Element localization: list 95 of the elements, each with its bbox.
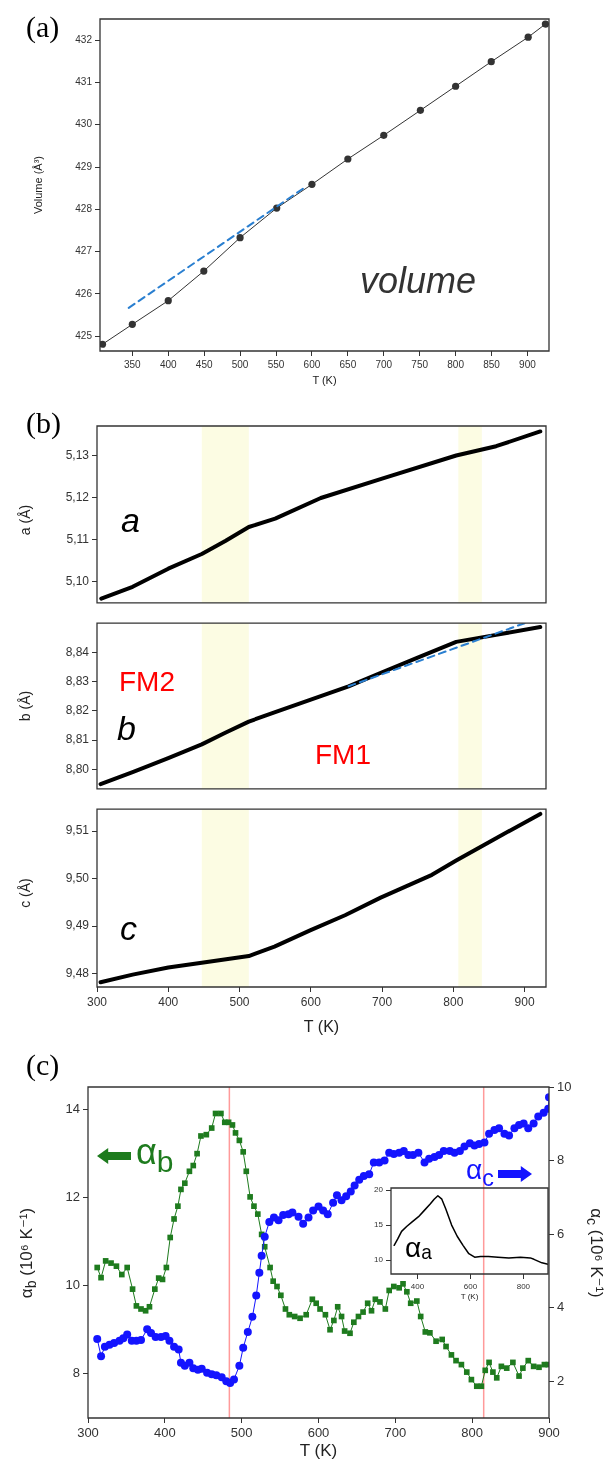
x-tick-label: 900: [514, 994, 535, 1009]
x-tick-label: 750: [411, 358, 429, 370]
x-tick-label: 350: [123, 358, 142, 370]
y-tick-label: 432: [75, 33, 93, 45]
x-tick-label: 600: [463, 1282, 478, 1291]
x-tick-label: 900: [538, 1425, 560, 1441]
text: volume: [360, 260, 477, 301]
legend-label: α$_{b}$: [136, 1131, 174, 1179]
y2-tick-label: 4: [557, 1299, 565, 1315]
y-tick-label: 12: [65, 1188, 80, 1204]
x-tick-label: 800: [461, 1425, 484, 1441]
y-tick-label: 10: [374, 1255, 384, 1265]
point: [541, 20, 549, 28]
x-tick-label: 800: [516, 1282, 531, 1291]
x-tick-label: 300: [77, 1425, 99, 1441]
y-tick-label: 5,12: [65, 489, 90, 504]
y-tick-label: 8,81: [65, 732, 90, 747]
x-axis-title: T (K): [460, 1292, 479, 1301]
y2-tick-label: 6: [557, 1225, 565, 1241]
point: [100, 340, 107, 348]
point: [308, 180, 316, 188]
y-tick-label: 428: [75, 203, 93, 215]
y-tick-label: 20: [374, 1185, 384, 1195]
y-tick-label: 9,50: [65, 870, 90, 885]
x-axis-title: T (K): [312, 374, 337, 386]
y-tick-label: 8,80: [65, 761, 90, 776]
x-tick-label: 400: [158, 994, 179, 1009]
y-tick-label: 427: [75, 245, 93, 257]
annotation: FM2: [119, 666, 175, 697]
chart-title: (b): [26, 406, 61, 439]
point: [200, 267, 208, 275]
x-tick-label: 450: [195, 358, 213, 370]
point: [164, 297, 172, 305]
y-tick-label: 8,83: [65, 673, 90, 688]
series-label: αₐ: [405, 1232, 432, 1263]
x-axis-title: T (K): [299, 1441, 338, 1460]
x-tick-label: 800: [443, 994, 464, 1009]
y2-tick-label: 8: [557, 1152, 565, 1168]
y-axis-title: c (Å): [17, 878, 33, 908]
y-tick-label: 8: [72, 1365, 80, 1381]
x-tick-label: 700: [375, 358, 393, 370]
x-tick-label: 600: [303, 358, 321, 370]
y-tick-label: 431: [75, 76, 93, 88]
point: [344, 155, 352, 163]
y-tick-label: 425: [75, 329, 93, 341]
x-tick-label: 300: [86, 994, 108, 1009]
chart-title: (a): [26, 10, 60, 43]
point: [487, 58, 495, 66]
point: [236, 234, 244, 242]
point: [452, 82, 460, 90]
point: [524, 33, 532, 41]
x-tick-label: 900: [519, 358, 537, 370]
x-tick-label: 500: [230, 1425, 253, 1441]
y2-tick-label: 10: [557, 1078, 572, 1094]
y-tick-label: 8,84: [65, 644, 90, 659]
y-tick-label: 15: [374, 1220, 384, 1230]
x-tick-label: 700: [372, 994, 393, 1009]
y2-tick-label: 2: [557, 1372, 565, 1388]
point: [416, 106, 425, 114]
y-tick-label: 8,82: [65, 703, 90, 718]
x-tick-label: 550: [267, 358, 285, 370]
chart-title: (c): [26, 1048, 60, 1081]
x-axis-title: T (K): [303, 1018, 340, 1035]
y-tick-label: 9,49: [65, 918, 90, 933]
y-tick-label: 9,48: [65, 966, 90, 980]
x-tick-label: 700: [384, 1425, 407, 1441]
point: [128, 320, 136, 328]
x-tick-label: 500: [229, 994, 250, 1009]
y-tick-label: 429: [75, 160, 93, 172]
x-tick-label: 650: [339, 358, 357, 370]
x-tick-label: 850: [483, 358, 501, 370]
x-tick-label: 600: [307, 1425, 330, 1441]
series-label: α$_{c}$: [466, 1154, 494, 1191]
y-axis-title: Volume (Å³): [31, 155, 44, 215]
y-axis-title: b (Å): [17, 690, 33, 722]
annotation: FM1: [315, 739, 371, 770]
x-tick-label: 600: [300, 994, 322, 1009]
x-tick-label: 400: [159, 358, 178, 370]
series-label: a: [121, 501, 140, 539]
y-tick-label: 5,10: [65, 574, 90, 589]
y-tick-label: 9,51: [65, 823, 90, 838]
y-tick-label: 5,13: [65, 447, 90, 462]
y-tick-label: 10: [65, 1277, 80, 1293]
y-tick-label: 5,11: [66, 531, 90, 546]
y-tick-label: 430: [75, 118, 93, 130]
x-tick-label: 400: [410, 1282, 425, 1291]
series-label: b: [117, 709, 136, 747]
point: [380, 131, 388, 139]
x-tick-label: 400: [153, 1425, 176, 1441]
y-tick-label: 426: [75, 287, 93, 299]
x-tick-label: 500: [231, 358, 249, 370]
y-tick-label: 14: [65, 1100, 80, 1116]
x-tick-label: 800: [447, 358, 465, 370]
y-axis-title: a (Å): [17, 504, 33, 535]
series-label: c: [120, 909, 137, 947]
